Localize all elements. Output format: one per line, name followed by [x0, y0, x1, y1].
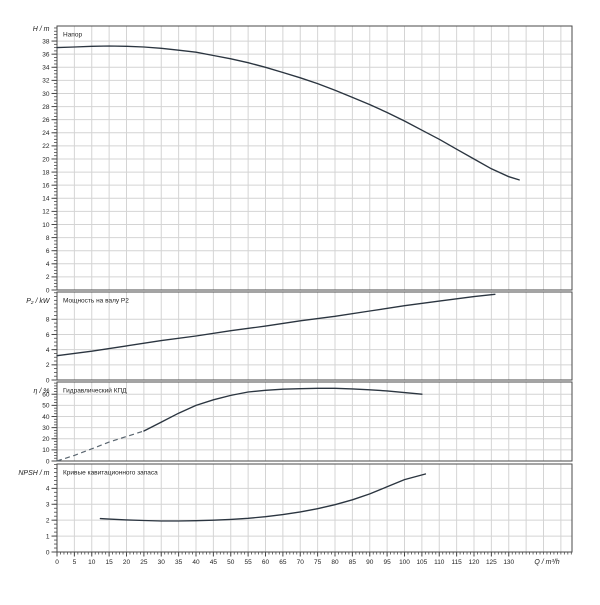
efficiency-curve-title: Гидравлический КПД	[63, 387, 127, 395]
x-tick-label: 65	[279, 559, 287, 566]
efficiency-y-tick-label: 30	[42, 425, 50, 432]
efficiency-y-tick-label: 60	[42, 392, 50, 399]
power-curve-title: Мощность на валу P2	[63, 298, 129, 305]
x-tick-label: 120	[469, 559, 480, 566]
head-y-tick-label: 10	[42, 222, 50, 229]
x-tick-label: 100	[399, 559, 410, 566]
x-tick-label: 75	[314, 559, 322, 566]
head-y-tick-label: 28	[42, 104, 50, 111]
head-y-tick-label: 2	[46, 274, 50, 281]
x-tick-label: 55	[245, 559, 253, 566]
head-y-tick-label: 20	[42, 156, 50, 163]
power-y-tick-label: 8	[46, 317, 50, 324]
x-tick-label: 20	[123, 559, 131, 566]
x-tick-label: 80	[331, 559, 339, 566]
x-tick-label: 5	[73, 559, 77, 566]
efficiency-y-tick-label: 20	[42, 436, 50, 443]
head-y-tick-label: 34	[42, 65, 50, 72]
efficiency-axis-title: η / %	[34, 388, 50, 395]
efficiency-y-tick-label: 40	[42, 414, 50, 421]
power-y-tick-label: 4	[46, 347, 50, 354]
x-tick-label: 10	[88, 559, 96, 566]
x-tick-label: 90	[366, 559, 374, 566]
head-y-tick-label: 36	[42, 51, 50, 58]
x-tick-label: 85	[349, 559, 357, 566]
x-tick-label: 35	[175, 559, 183, 566]
power-y-tick-label: 6	[46, 332, 50, 339]
efficiency-curve-dashed	[56, 430, 145, 462]
head-y-tick-label: 16	[42, 182, 50, 189]
efficiency-y-tick-label: 10	[42, 447, 50, 454]
x-tick-label: 115	[451, 559, 462, 566]
head-y-tick-label: 18	[42, 169, 50, 176]
head-y-tick-label: 6	[46, 248, 50, 255]
x-tick-label: 105	[416, 559, 427, 566]
efficiency-y-tick-label: 0	[46, 458, 50, 465]
power-y-tick-label: 0	[46, 377, 50, 384]
head-y-tick-label: 32	[42, 78, 50, 85]
npsh-frame	[56, 463, 573, 553]
head-y-tick-label: 26	[42, 117, 50, 124]
x-tick-label: 70	[297, 559, 305, 566]
power-curve	[56, 293, 496, 357]
x-tick-label: 25	[140, 559, 148, 566]
npsh-y-tick-label: 4	[46, 486, 50, 493]
x-tick-label: 30	[158, 559, 166, 566]
x-axis-title: Q / m³/h	[534, 559, 559, 566]
head-y-tick-label: 4	[46, 261, 50, 268]
npsh-curve	[99, 473, 427, 522]
npsh-y-tick-label: 3	[46, 502, 50, 509]
efficiency-y-tick-label: 50	[42, 403, 50, 410]
head-curve	[56, 45, 520, 181]
head-y-tick-label: 8	[46, 235, 50, 242]
npsh-y-tick-label: 0	[46, 549, 50, 556]
head-y-tick-label: 14	[42, 196, 50, 203]
head-y-tick-label: 38	[42, 38, 50, 45]
head-y-tick-label: 12	[42, 209, 50, 216]
x-tick-label: 50	[227, 559, 235, 566]
x-tick-label: 45	[210, 559, 218, 566]
efficiency-curve	[143, 387, 423, 432]
head-axis-title: H / m	[33, 26, 50, 33]
x-tick-label: 60	[262, 559, 270, 566]
x-tick-label: 40	[192, 559, 200, 566]
head-y-tick-label: 22	[42, 143, 50, 150]
x-tick-label: 125	[486, 559, 497, 566]
x-tick-label: 130	[503, 559, 514, 566]
head-curve-title: Напор	[63, 32, 82, 39]
x-tick-label: 95	[384, 559, 392, 566]
npsh-y-tick-label: 1	[46, 533, 50, 540]
npsh-axis-title: NPSH / m	[18, 470, 49, 477]
power-frame	[56, 291, 573, 381]
x-tick-label: 0	[55, 559, 59, 566]
x-tick-label: 15	[106, 559, 114, 566]
head-y-tick-label: 0	[46, 287, 50, 294]
x-tick-label: 110	[434, 559, 445, 566]
head-y-tick-label: 24	[42, 130, 50, 137]
npsh-curve-title: Кривые кавитационного запаса	[63, 470, 158, 477]
power-axis-title: P₂ / kW	[26, 298, 51, 305]
npsh-y-tick-label: 2	[46, 517, 50, 524]
head-frame	[56, 25, 573, 291]
efficiency-frame	[56, 381, 573, 462]
power-y-tick-label: 2	[46, 362, 50, 369]
head-y-tick-label: 30	[42, 91, 50, 98]
